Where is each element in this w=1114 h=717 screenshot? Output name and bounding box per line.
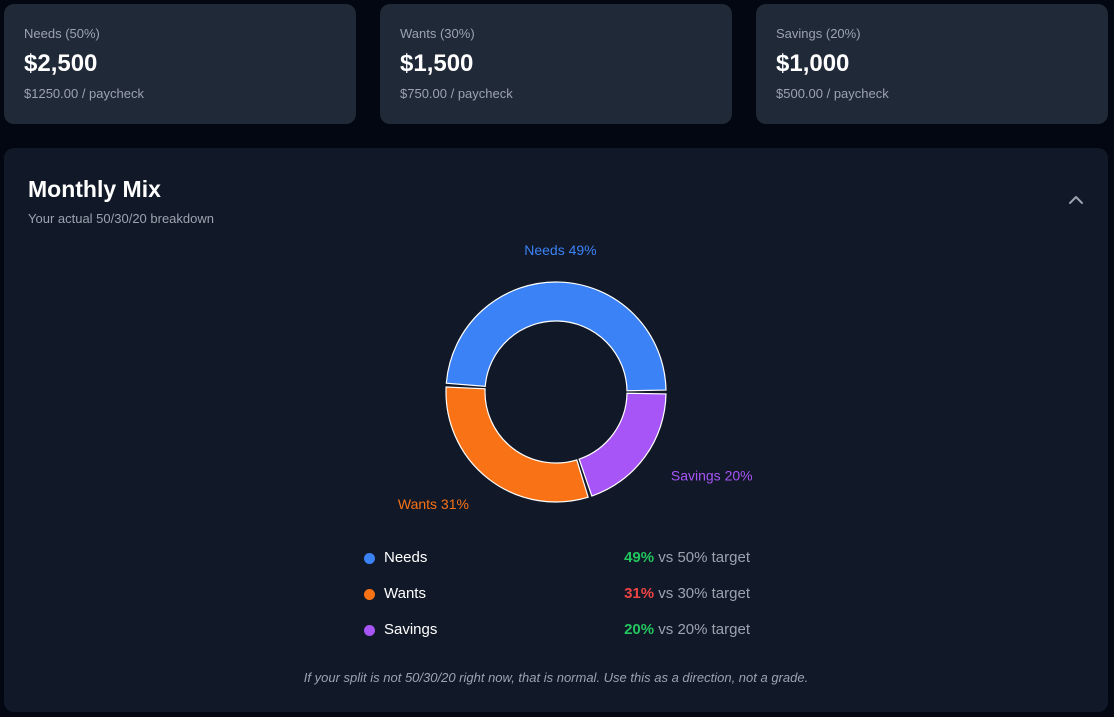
donut-slice-wants[interactable] xyxy=(445,386,589,503)
card-per-paycheck: $500.00 / paycheck xyxy=(776,86,889,101)
donut-chart: Needs 49% Wants 31% Savings 20% xyxy=(398,242,753,512)
legend-name: Wants xyxy=(384,585,426,602)
chart-legend: Needs 49% vs 50% target Wants 31% vs 30%… xyxy=(364,546,750,654)
donut-slice-needs[interactable] xyxy=(445,281,667,392)
legend-comparison: 31% vs 30% target xyxy=(624,585,750,602)
slice-label-wants: Wants 31% xyxy=(398,496,469,512)
donut-slice-savings[interactable] xyxy=(578,392,667,497)
card-label: Savings (20%) xyxy=(776,26,861,41)
slice-label-savings: Savings 20% xyxy=(671,467,753,483)
legend-dot xyxy=(364,625,375,636)
card-per-paycheck: $750.00 / paycheck xyxy=(400,86,513,101)
legend-name: Needs xyxy=(384,549,428,566)
footnote: If your split is not 50/30/20 right now,… xyxy=(303,670,809,685)
card-label: Wants (30%) xyxy=(400,26,475,41)
savings-card: Savings (20%) $1,000 $500.00 / paycheck xyxy=(756,4,1108,124)
legend-comparison: 49% vs 50% target xyxy=(624,549,750,566)
card-label: Needs (50%) xyxy=(24,26,100,41)
collapse-button[interactable] xyxy=(1064,188,1088,212)
card-amount: $1,500 xyxy=(400,50,474,77)
needs-card: Needs (50%) $2,500 $1250.00 / paycheck xyxy=(4,4,356,124)
wants-card: Wants (30%) $1,500 $750.00 / paycheck xyxy=(380,4,732,124)
legend-target: vs 20% target xyxy=(658,621,750,638)
legend-comparison: 20% vs 20% target xyxy=(624,621,750,638)
legend-pct: 31% xyxy=(624,585,655,602)
panel-title: Monthly Mix xyxy=(28,176,161,202)
panel-subtitle: Your actual 50/30/20 breakdown xyxy=(28,211,214,226)
chevron-up-icon xyxy=(1069,196,1083,204)
monthly-mix-panel: Monthly Mix Your actual 50/30/20 breakdo… xyxy=(4,148,1108,712)
legend-row-wants: Wants 31% vs 30% target xyxy=(364,582,750,618)
legend-pct: 20% xyxy=(624,621,655,638)
legend-row-savings: Savings 20% vs 20% target xyxy=(364,618,750,654)
card-amount: $2,500 xyxy=(24,50,98,77)
card-amount: $1,000 xyxy=(776,50,850,77)
legend-dot xyxy=(364,553,375,564)
legend-dot xyxy=(364,589,375,600)
legend-name: Savings xyxy=(384,621,438,638)
summary-cards: Needs (50%) $2,500 $1250.00 / paycheck W… xyxy=(4,4,1108,124)
legend-target: vs 50% target xyxy=(658,549,750,566)
legend-target: vs 30% target xyxy=(658,585,750,602)
legend-row-needs: Needs 49% vs 50% target xyxy=(364,546,750,582)
slice-label-needs: Needs 49% xyxy=(524,242,596,258)
legend-pct: 49% xyxy=(624,549,655,566)
card-per-paycheck: $1250.00 / paycheck xyxy=(24,86,144,101)
